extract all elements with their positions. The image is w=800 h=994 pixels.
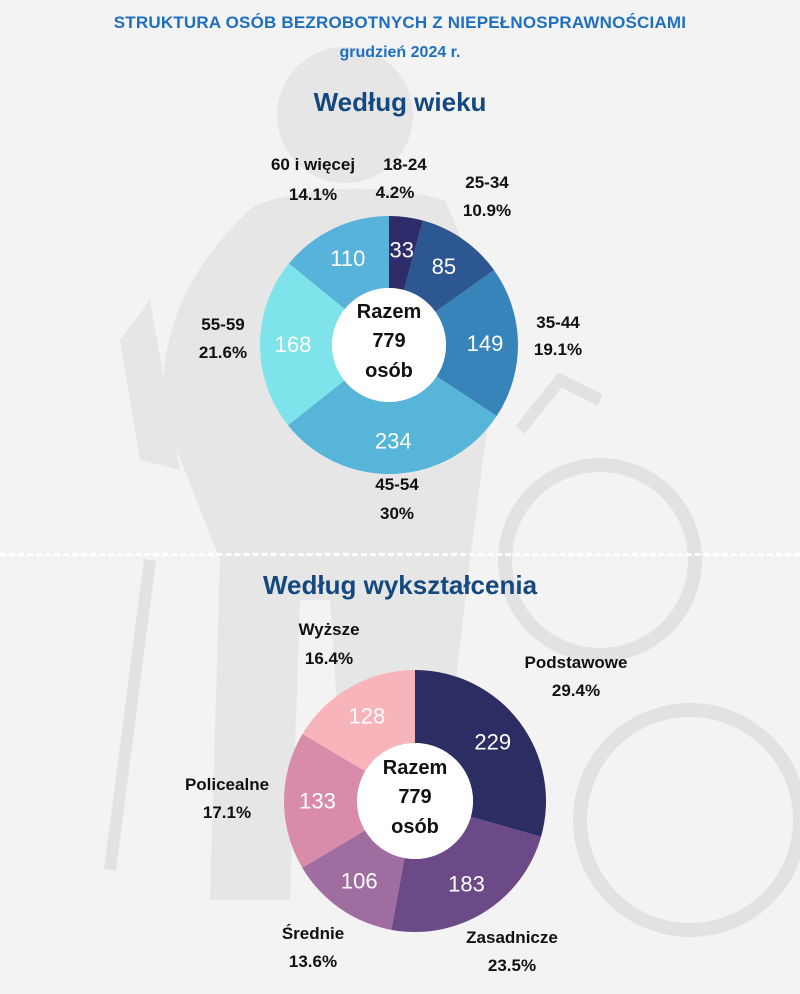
education-slice-value: 183 <box>448 871 485 896</box>
education-category-label: Zasadnicze <box>466 928 558 947</box>
age-slice-value: 168 <box>275 332 312 357</box>
age-slice-value: 110 <box>330 246 365 271</box>
education-slice <box>302 670 415 772</box>
education-center-label: 779 <box>398 786 431 808</box>
education-percent-label: 16.4% <box>305 649 353 668</box>
age-slice <box>389 216 423 291</box>
education-slice-value: 106 <box>341 868 378 893</box>
age-percent-label: 14.1% <box>289 185 337 204</box>
age-percent-label: 10.9% <box>463 201 511 220</box>
education-slice <box>415 670 546 837</box>
education-slice <box>302 830 405 930</box>
education-category-label: Średnie <box>282 924 344 943</box>
education-donut-hole <box>357 743 473 859</box>
age-slice <box>288 216 389 310</box>
education-slice-value: 229 <box>474 730 511 755</box>
age-donut-hole <box>332 288 446 402</box>
section-divider <box>0 553 800 556</box>
age-category-label: 60 i więcej <box>271 155 355 174</box>
age-slice-value: 234 <box>375 428 412 453</box>
age-slice-value: 85 <box>432 254 456 279</box>
education-slice <box>284 733 366 868</box>
education-category-label: Podstawowe <box>525 653 628 672</box>
age-percent-label: 4.2% <box>376 183 415 202</box>
age-category-label: 35-44 <box>536 313 580 332</box>
age-percent-label: 30% <box>380 504 414 523</box>
education-percent-label: 13.6% <box>289 952 337 971</box>
age-percent-label: 21.6% <box>199 343 247 362</box>
age-slice-value: 149 <box>467 331 504 356</box>
education-center-label: osób <box>391 816 439 838</box>
age-chart-title: Według wieku <box>313 87 487 117</box>
education-percent-label: 17.1% <box>203 803 251 822</box>
education-slice-value: 133 <box>299 788 336 813</box>
age-slice <box>435 270 518 416</box>
education-chart-title: Według wykształcenia <box>262 570 538 600</box>
age-center-label: Razem <box>357 301 421 323</box>
age-slice <box>260 263 345 426</box>
page-title: STRUKTURA OSÓB BEZROBOTNYCH Z NIEPEŁNOSP… <box>113 13 687 32</box>
education-center-label: Razem <box>383 757 447 779</box>
age-percent-label: 19.1% <box>534 340 582 359</box>
age-category-label: 45-54 <box>375 475 419 494</box>
age-center-label: osób <box>365 360 413 382</box>
age-category-label: 25-34 <box>465 173 509 192</box>
age-category-label: 55-59 <box>201 315 244 334</box>
education-percent-label: 23.5% <box>488 956 536 975</box>
education-slice <box>391 816 542 933</box>
education-percent-label: 29.4% <box>552 681 600 700</box>
education-category-label: Wyższe <box>298 620 359 639</box>
education-slice-value: 128 <box>349 704 386 729</box>
age-slice <box>288 376 497 474</box>
age-center-label: 779 <box>372 330 405 352</box>
age-category-label: 18-24 <box>383 155 427 174</box>
age-slice <box>403 220 495 312</box>
education-category-label: Policealne <box>185 775 269 794</box>
age-slice-value: 33 <box>389 237 413 262</box>
page-subtitle: grudzień 2024 r. <box>339 44 461 61</box>
